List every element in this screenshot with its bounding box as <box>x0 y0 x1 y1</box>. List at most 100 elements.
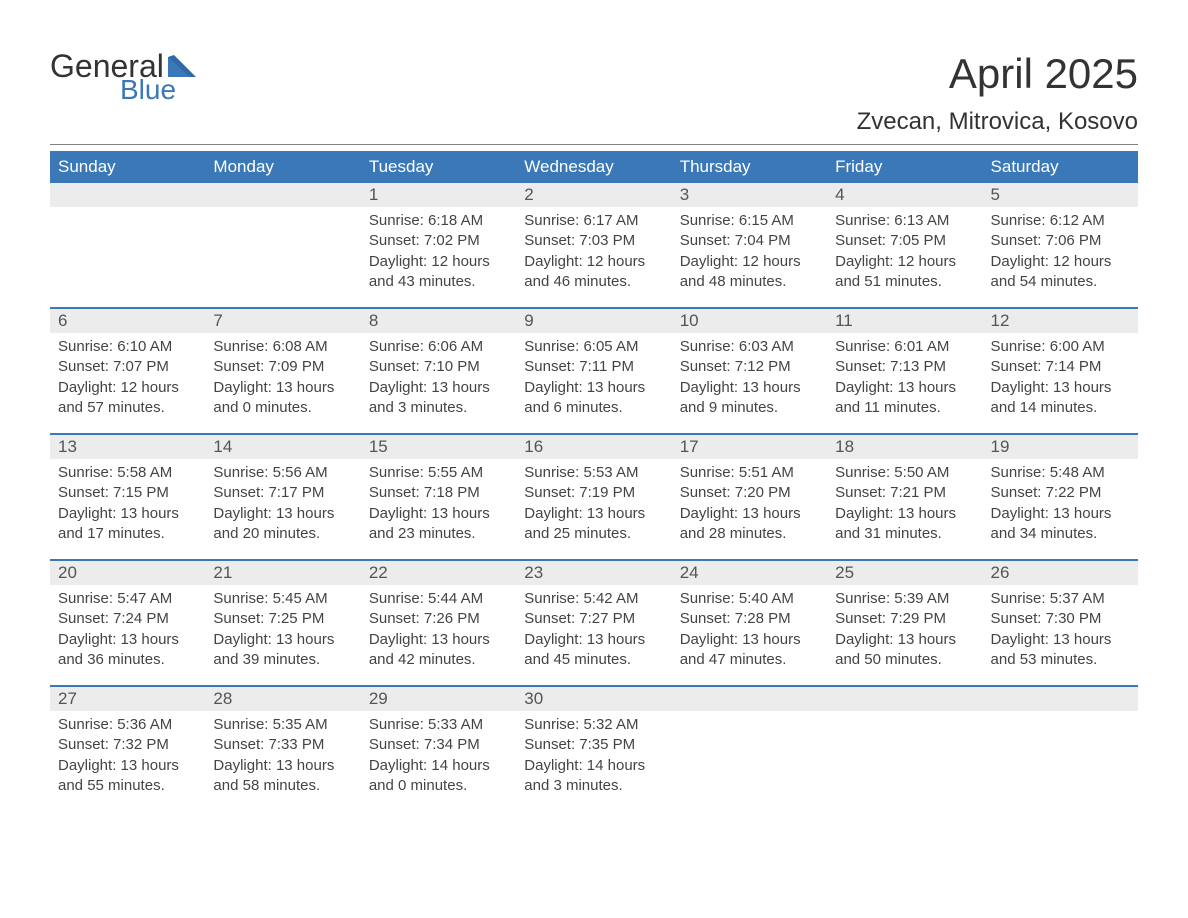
day-body: Sunrise: 5:32 AMSunset: 7:35 PMDaylight:… <box>516 711 671 804</box>
day-body <box>827 711 982 723</box>
sunset-text: Sunset: 7:21 PM <box>835 483 974 503</box>
day-cell: 14Sunrise: 5:56 AMSunset: 7:17 PMDayligh… <box>205 435 360 559</box>
day-number <box>983 687 1138 711</box>
weeks-container: 1Sunrise: 6:18 AMSunset: 7:02 PMDaylight… <box>50 183 1138 811</box>
sunrise-text: Sunrise: 5:45 AM <box>213 589 352 609</box>
week-row: 1Sunrise: 6:18 AMSunset: 7:02 PMDaylight… <box>50 183 1138 307</box>
day-body: Sunrise: 6:18 AMSunset: 7:02 PMDaylight:… <box>361 207 516 300</box>
day-number: 7 <box>205 309 360 333</box>
day-cell: 10Sunrise: 6:03 AMSunset: 7:12 PMDayligh… <box>672 309 827 433</box>
day-body: Sunrise: 6:13 AMSunset: 7:05 PMDaylight:… <box>827 207 982 300</box>
day-number: 28 <box>205 687 360 711</box>
day-number: 14 <box>205 435 360 459</box>
day-cell: 15Sunrise: 5:55 AMSunset: 7:18 PMDayligh… <box>361 435 516 559</box>
sunrise-text: Sunrise: 5:32 AM <box>524 715 663 735</box>
brand-word2: Blue <box>120 76 198 104</box>
day-number: 29 <box>361 687 516 711</box>
daylight-text: Daylight: 13 hours and 11 minutes. <box>835 378 974 419</box>
sunrise-text: Sunrise: 5:47 AM <box>58 589 197 609</box>
day-cell: 24Sunrise: 5:40 AMSunset: 7:28 PMDayligh… <box>672 561 827 685</box>
sunset-text: Sunset: 7:25 PM <box>213 609 352 629</box>
day-cell <box>50 183 205 307</box>
sunrise-text: Sunrise: 6:06 AM <box>369 337 508 357</box>
day-cell: 9Sunrise: 6:05 AMSunset: 7:11 PMDaylight… <box>516 309 671 433</box>
day-cell: 29Sunrise: 5:33 AMSunset: 7:34 PMDayligh… <box>361 687 516 811</box>
sunrise-text: Sunrise: 6:05 AM <box>524 337 663 357</box>
day-body: Sunrise: 5:56 AMSunset: 7:17 PMDaylight:… <box>205 459 360 552</box>
day-number: 30 <box>516 687 671 711</box>
day-number: 8 <box>361 309 516 333</box>
day-body: Sunrise: 5:33 AMSunset: 7:34 PMDaylight:… <box>361 711 516 804</box>
day-header-tuesday: Tuesday <box>361 151 516 183</box>
sunset-text: Sunset: 7:15 PM <box>58 483 197 503</box>
day-number: 1 <box>361 183 516 207</box>
sunset-text: Sunset: 7:14 PM <box>991 357 1130 377</box>
day-cell: 3Sunrise: 6:15 AMSunset: 7:04 PMDaylight… <box>672 183 827 307</box>
day-cell: 30Sunrise: 5:32 AMSunset: 7:35 PMDayligh… <box>516 687 671 811</box>
calendar-grid: Sunday Monday Tuesday Wednesday Thursday… <box>50 151 1138 811</box>
day-cell: 8Sunrise: 6:06 AMSunset: 7:10 PMDaylight… <box>361 309 516 433</box>
day-header-friday: Friday <box>827 151 982 183</box>
sunset-text: Sunset: 7:30 PM <box>991 609 1130 629</box>
day-cell <box>827 687 982 811</box>
daylight-text: Daylight: 13 hours and 23 minutes. <box>369 504 508 545</box>
day-body: Sunrise: 6:05 AMSunset: 7:11 PMDaylight:… <box>516 333 671 426</box>
daylight-text: Daylight: 14 hours and 0 minutes. <box>369 756 508 797</box>
day-number <box>827 687 982 711</box>
day-number: 3 <box>672 183 827 207</box>
sunrise-text: Sunrise: 5:48 AM <box>991 463 1130 483</box>
day-cell: 1Sunrise: 6:18 AMSunset: 7:02 PMDaylight… <box>361 183 516 307</box>
daylight-text: Daylight: 13 hours and 55 minutes. <box>58 756 197 797</box>
day-number <box>50 183 205 207</box>
day-number: 16 <box>516 435 671 459</box>
sunset-text: Sunset: 7:02 PM <box>369 231 508 251</box>
sunset-text: Sunset: 7:32 PM <box>58 735 197 755</box>
sunrise-text: Sunrise: 6:08 AM <box>213 337 352 357</box>
daylight-text: Daylight: 13 hours and 47 minutes. <box>680 630 819 671</box>
day-number: 11 <box>827 309 982 333</box>
day-number: 2 <box>516 183 671 207</box>
header-divider <box>50 144 1138 145</box>
day-number: 10 <box>672 309 827 333</box>
day-number: 12 <box>983 309 1138 333</box>
week-row: 20Sunrise: 5:47 AMSunset: 7:24 PMDayligh… <box>50 559 1138 685</box>
day-number: 19 <box>983 435 1138 459</box>
day-cell: 4Sunrise: 6:13 AMSunset: 7:05 PMDaylight… <box>827 183 982 307</box>
day-number: 9 <box>516 309 671 333</box>
daylight-text: Daylight: 13 hours and 20 minutes. <box>213 504 352 545</box>
sunset-text: Sunset: 7:24 PM <box>58 609 197 629</box>
day-cell: 11Sunrise: 6:01 AMSunset: 7:13 PMDayligh… <box>827 309 982 433</box>
sunset-text: Sunset: 7:22 PM <box>991 483 1130 503</box>
day-body: Sunrise: 5:50 AMSunset: 7:21 PMDaylight:… <box>827 459 982 552</box>
day-cell: 5Sunrise: 6:12 AMSunset: 7:06 PMDaylight… <box>983 183 1138 307</box>
day-cell <box>672 687 827 811</box>
day-body: Sunrise: 5:47 AMSunset: 7:24 PMDaylight:… <box>50 585 205 678</box>
day-body: Sunrise: 6:17 AMSunset: 7:03 PMDaylight:… <box>516 207 671 300</box>
day-body: Sunrise: 6:12 AMSunset: 7:06 PMDaylight:… <box>983 207 1138 300</box>
day-body: Sunrise: 5:44 AMSunset: 7:26 PMDaylight:… <box>361 585 516 678</box>
day-body: Sunrise: 5:35 AMSunset: 7:33 PMDaylight:… <box>205 711 360 804</box>
calendar-page: General Blue April 2025 Zvecan, Mitrovic… <box>0 0 1188 841</box>
day-cell: 7Sunrise: 6:08 AMSunset: 7:09 PMDaylight… <box>205 309 360 433</box>
week-row: 13Sunrise: 5:58 AMSunset: 7:15 PMDayligh… <box>50 433 1138 559</box>
day-header-sunday: Sunday <box>50 151 205 183</box>
day-cell: 2Sunrise: 6:17 AMSunset: 7:03 PMDaylight… <box>516 183 671 307</box>
day-body: Sunrise: 5:45 AMSunset: 7:25 PMDaylight:… <box>205 585 360 678</box>
daylight-text: Daylight: 13 hours and 50 minutes. <box>835 630 974 671</box>
day-header-thursday: Thursday <box>672 151 827 183</box>
sunrise-text: Sunrise: 5:56 AM <box>213 463 352 483</box>
daylight-text: Daylight: 13 hours and 0 minutes. <box>213 378 352 419</box>
day-number: 5 <box>983 183 1138 207</box>
location-text: Zvecan, Mitrovica, Kosovo <box>857 108 1138 136</box>
daylight-text: Daylight: 13 hours and 31 minutes. <box>835 504 974 545</box>
day-cell: 26Sunrise: 5:37 AMSunset: 7:30 PMDayligh… <box>983 561 1138 685</box>
sunrise-text: Sunrise: 5:58 AM <box>58 463 197 483</box>
day-cell: 20Sunrise: 5:47 AMSunset: 7:24 PMDayligh… <box>50 561 205 685</box>
sunset-text: Sunset: 7:18 PM <box>369 483 508 503</box>
brand-logo: General Blue <box>50 50 198 104</box>
daylight-text: Daylight: 13 hours and 9 minutes. <box>680 378 819 419</box>
daylight-text: Daylight: 13 hours and 34 minutes. <box>991 504 1130 545</box>
day-cell: 13Sunrise: 5:58 AMSunset: 7:15 PMDayligh… <box>50 435 205 559</box>
sunset-text: Sunset: 7:33 PM <box>213 735 352 755</box>
day-number: 27 <box>50 687 205 711</box>
